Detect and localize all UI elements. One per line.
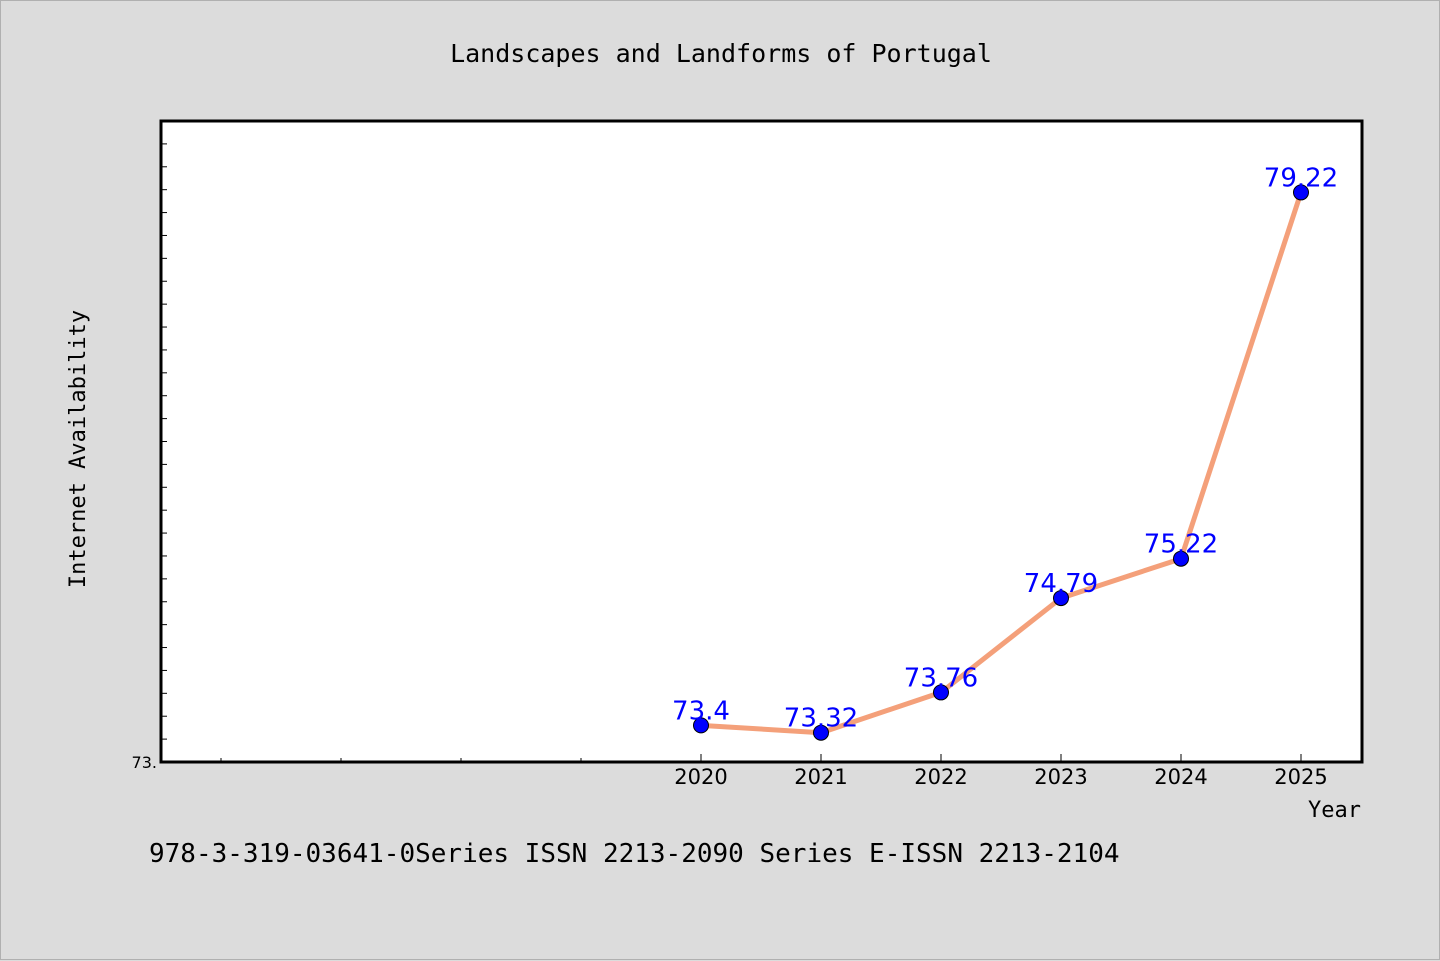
x-tick-label: 2025	[1274, 765, 1327, 789]
data-point	[813, 724, 829, 741]
plot-area	[161, 121, 1362, 762]
data-label: 74.79	[1024, 569, 1098, 599]
series-layer	[693, 184, 1309, 741]
chart-title: Landscapes and Landforms of Portugal	[450, 39, 992, 68]
x-tick-label: 2021	[794, 765, 847, 789]
x-tick-label: 2024	[1154, 765, 1207, 789]
data-label: 79.22	[1264, 163, 1338, 193]
data-point	[1293, 184, 1309, 201]
data-label: 75.22	[1144, 530, 1218, 560]
x-tick-label: 2020	[674, 765, 727, 789]
data-label: 73.4	[672, 696, 730, 726]
data-point	[1173, 550, 1189, 567]
x-tick-label: 2023	[1034, 765, 1087, 789]
data-label: 73.76	[904, 663, 978, 693]
data-label: 73.32	[784, 704, 858, 734]
y-axis-label: Internet Availability	[66, 310, 91, 588]
series-line	[698, 189, 1304, 736]
data-point	[933, 684, 949, 701]
data-point	[693, 717, 709, 734]
data-point	[1053, 590, 1069, 607]
x-tick-label: 2022	[914, 765, 967, 789]
data-labels: 73.4 73.32 73.76 74.79 75.22 79.22	[672, 163, 1338, 733]
footer-note: 978-3-319-03641-0Series ISSN 2213-2090 S…	[149, 839, 1120, 869]
axis-ticks: 73. 2020 2021 2022 2023 2024 2025	[132, 120, 1328, 789]
x-axis-label: Year	[1308, 798, 1361, 823]
plot-border	[159, 119, 1364, 764]
y-tick-label: 73.	[132, 753, 157, 772]
